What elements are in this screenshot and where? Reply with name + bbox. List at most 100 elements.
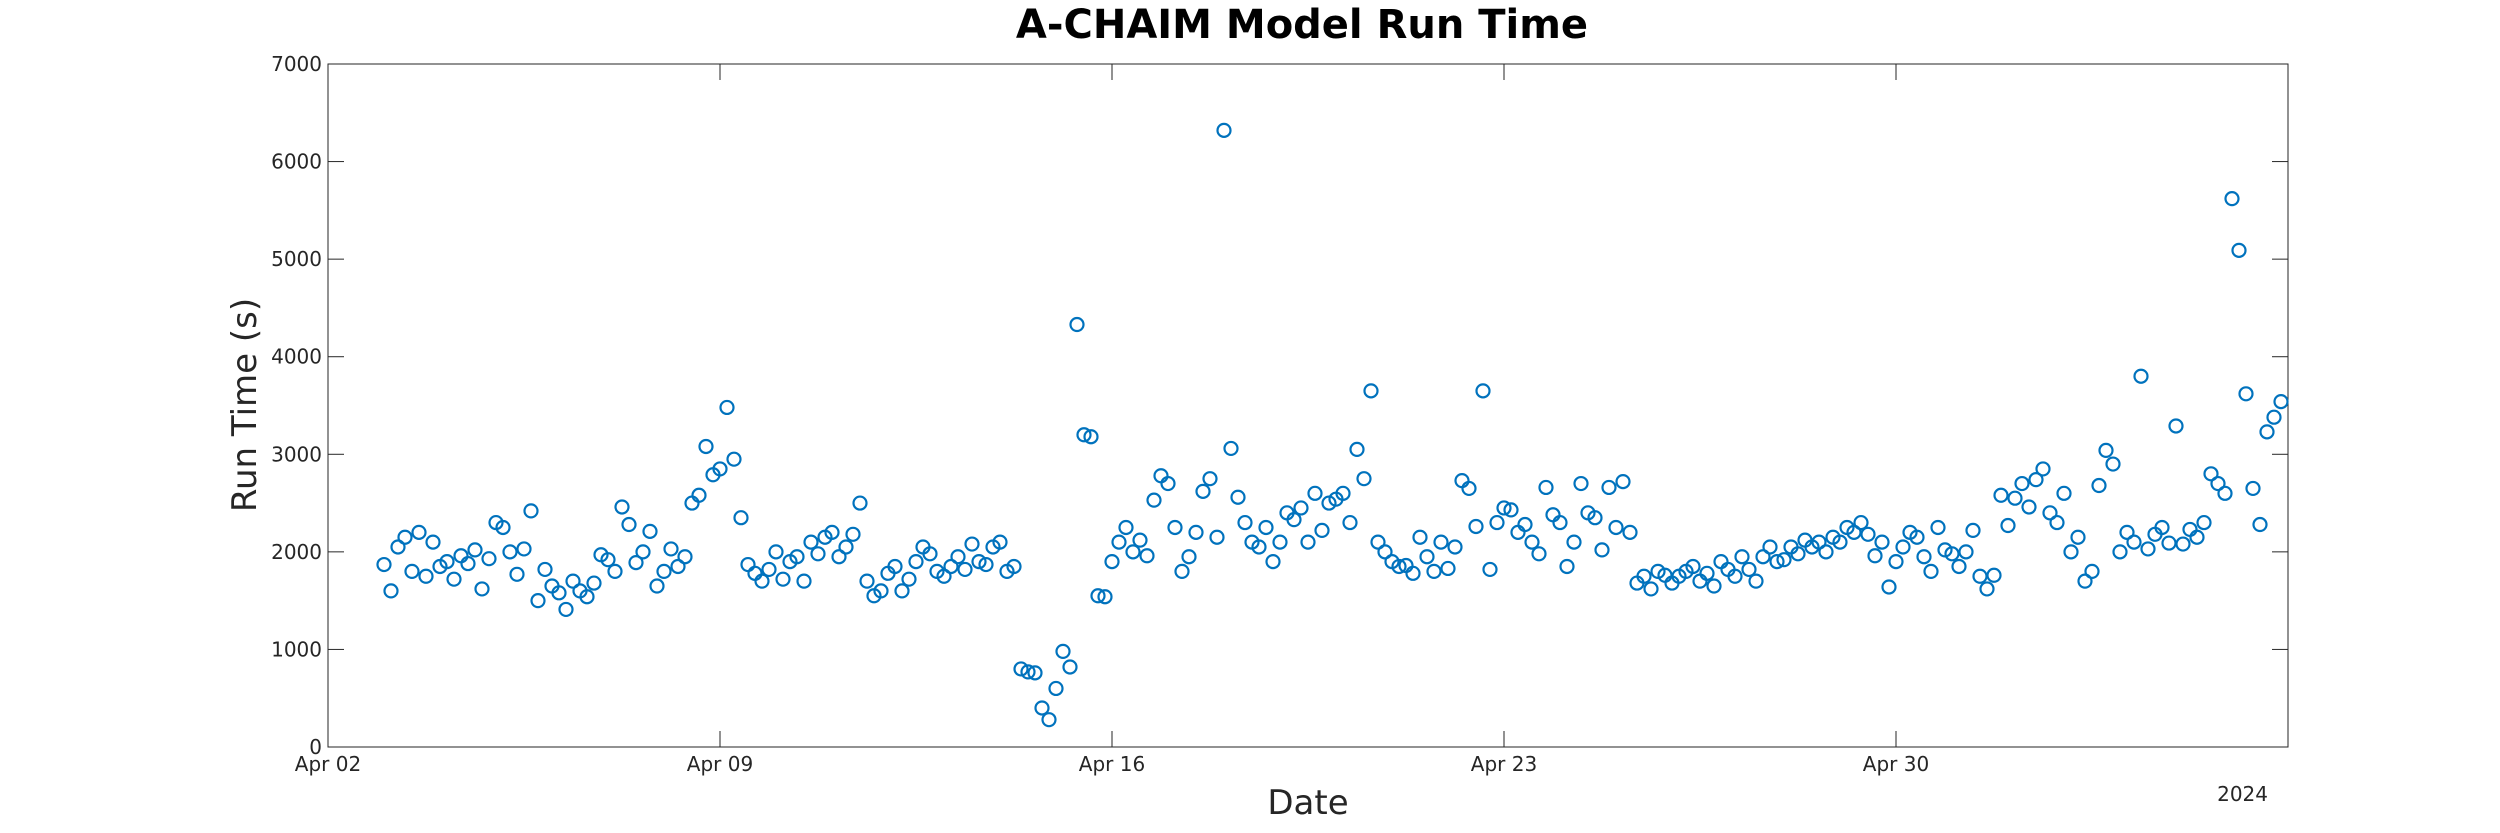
data-point	[1314, 522, 1330, 538]
data-point	[719, 399, 735, 416]
data-point	[950, 549, 966, 565]
data-point	[1293, 500, 1309, 516]
data-point	[1419, 549, 1435, 565]
data-point	[1622, 524, 1638, 540]
data-point	[579, 589, 595, 605]
data-point	[1160, 475, 1176, 492]
data-point	[1097, 589, 1113, 605]
data-point	[964, 536, 980, 552]
data-point	[1979, 581, 1995, 597]
data-point	[1412, 529, 1428, 545]
data-point	[530, 593, 546, 609]
data-point	[1209, 529, 1225, 545]
data-point	[2203, 466, 2219, 482]
data-point	[1643, 581, 1659, 597]
x-tick-label: Apr 09	[687, 752, 753, 776]
data-point	[1587, 510, 1603, 526]
data-point	[873, 583, 889, 599]
x-tick-label: Apr 23	[1471, 752, 1537, 776]
data-point	[789, 549, 805, 565]
data-point	[1496, 500, 1512, 516]
data-point	[1405, 565, 1421, 581]
y-tick-label: 5000	[271, 247, 322, 271]
data-point	[2231, 242, 2247, 258]
data-point	[1307, 485, 1323, 501]
data-point	[1370, 534, 1386, 550]
data-point	[1468, 518, 1484, 535]
data-point	[1482, 561, 1498, 578]
data-point	[1895, 539, 1911, 555]
data-point	[943, 558, 959, 575]
data-point	[1062, 659, 1078, 675]
data-point	[656, 563, 672, 579]
data-point	[1020, 664, 1036, 680]
data-point	[1342, 514, 1358, 531]
data-point	[992, 534, 1008, 550]
data-point	[1489, 514, 1505, 531]
data-point	[2126, 534, 2142, 550]
data-point	[1433, 534, 1449, 550]
year-label: 2024	[2217, 782, 2268, 806]
data-point	[509, 566, 525, 582]
data-point	[1223, 440, 1239, 457]
data-point	[1188, 524, 1204, 540]
data-point	[1790, 546, 1806, 562]
data-point	[936, 568, 952, 584]
data-point	[2189, 529, 2205, 545]
data-point	[1727, 568, 1743, 584]
data-point	[698, 438, 714, 455]
data-point	[1769, 554, 1785, 570]
data-point	[754, 573, 770, 589]
data-point	[1363, 383, 1379, 399]
data-point	[859, 573, 875, 589]
data-point	[1013, 661, 1029, 677]
data-point	[1041, 712, 1057, 728]
data-point	[628, 554, 644, 571]
data-point	[838, 539, 854, 555]
data-point	[1601, 479, 1617, 496]
data-point	[1258, 519, 1274, 536]
data-point	[1909, 529, 1925, 545]
data-point	[1832, 534, 1848, 550]
data-point	[2028, 472, 2044, 488]
data-point	[1573, 475, 1589, 492]
data-point	[1251, 539, 1267, 555]
data-point	[376, 556, 392, 573]
data-point	[1006, 558, 1022, 575]
data-point	[397, 529, 413, 545]
x-axis: Apr 02 Apr 09 Apr 16 Apr 23 Apr 30	[295, 64, 1929, 776]
data-point	[887, 558, 903, 575]
data-point	[2154, 519, 2170, 536]
data-point	[2000, 517, 2016, 534]
data-point	[1083, 429, 1099, 445]
data-point	[1104, 554, 1120, 570]
plot-area	[327, 63, 2289, 748]
data-point	[495, 519, 511, 536]
data-point	[1111, 534, 1127, 550]
data-point	[1699, 565, 1715, 581]
y-tick-label: 6000	[271, 150, 322, 174]
data-point	[2245, 480, 2261, 497]
x-tick-label: Apr 16	[1079, 752, 1145, 776]
data-point	[467, 542, 483, 558]
data-point	[2035, 461, 2051, 477]
data-point	[1608, 519, 1624, 536]
data-point	[733, 510, 749, 526]
y-tick-label: 4000	[271, 345, 322, 369]
data-point	[1300, 534, 1316, 550]
data-point	[1552, 514, 1568, 531]
data-point	[2119, 524, 2135, 540]
data-point	[1811, 534, 1827, 550]
y-tick-label: 1000	[271, 637, 322, 661]
data-point	[2175, 536, 2191, 552]
data-point	[2007, 490, 2023, 506]
data-point	[1174, 563, 1190, 579]
data-point	[1139, 548, 1155, 564]
data-point	[1615, 474, 1631, 490]
data-point	[1034, 700, 1050, 716]
data-point	[1517, 516, 1533, 533]
data-point	[1447, 539, 1463, 555]
data-point	[1167, 519, 1183, 536]
data-point	[1118, 519, 1134, 536]
y-axis: 0 1000 2000 3000 4000 5000 6000 7000	[271, 52, 2288, 759]
